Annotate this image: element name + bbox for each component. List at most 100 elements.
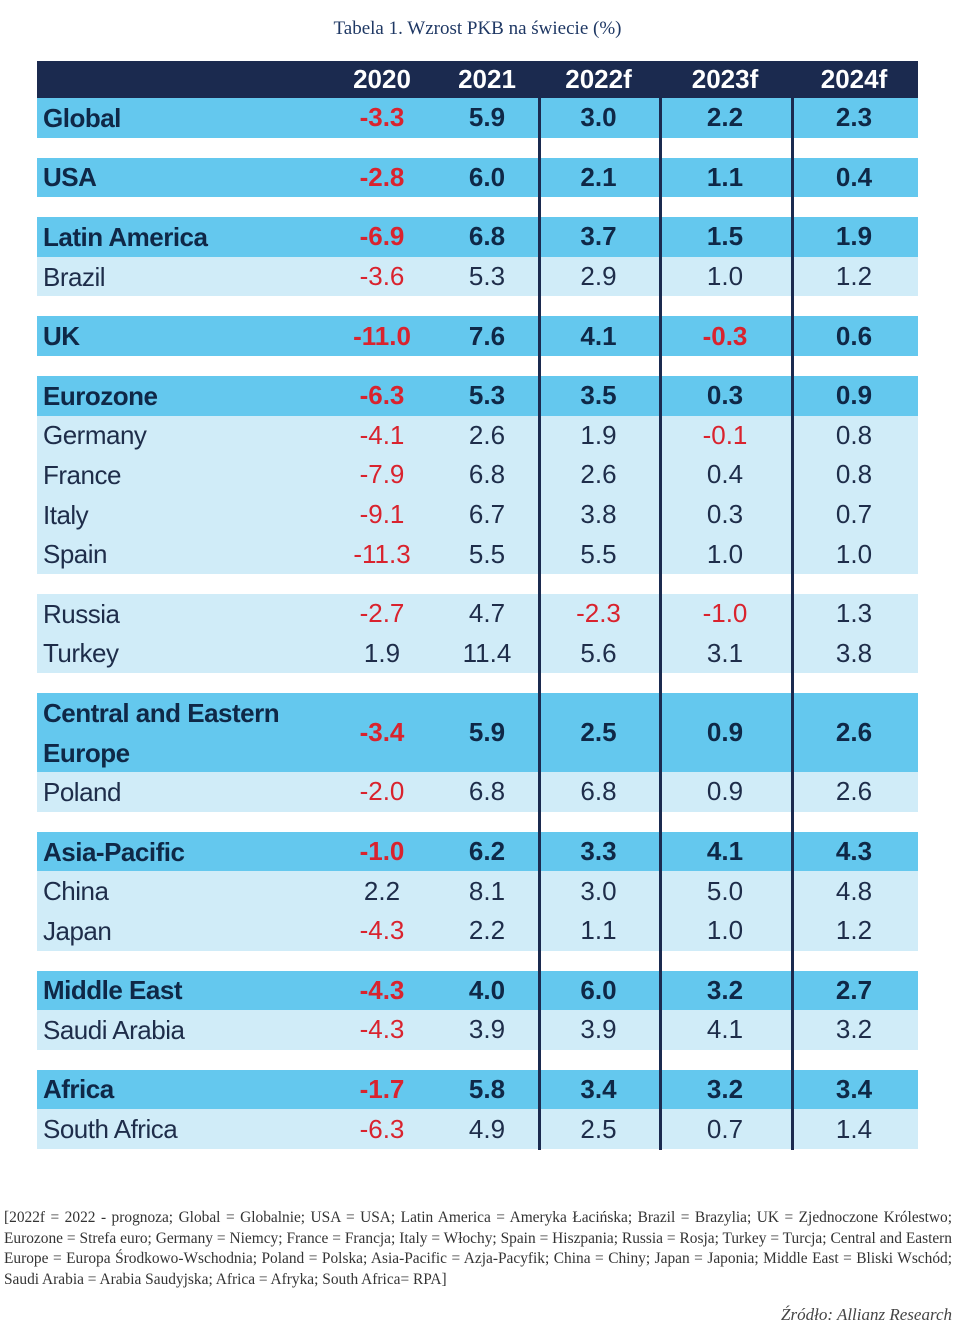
value-2023f: 3.2 <box>706 1073 744 1104</box>
value-2024f: 3.4 <box>835 1073 873 1104</box>
value-2024f: 0.6 <box>835 320 873 351</box>
row-gap <box>37 573 918 594</box>
value-2024f: 2.3 <box>835 102 873 133</box>
value-2022f: 3.3 <box>580 836 617 867</box>
value-2021: 4.9 <box>468 1113 506 1144</box>
row-gap <box>37 197 918 218</box>
value-2022f: 1.9 <box>580 419 617 450</box>
value-2020: 2.2 <box>363 875 401 906</box>
value-2023f: 0.4 <box>706 459 744 490</box>
value-2020: -2.0 <box>359 776 405 807</box>
row-gap <box>37 1049 918 1070</box>
value-2023f: 3.2 <box>706 974 744 1005</box>
value-2024f: 1.0 <box>835 538 873 569</box>
region-name-line: Central and Eastern <box>43 697 280 728</box>
value-2023f: 2.2 <box>706 102 744 133</box>
value-2022f: 2.5 <box>580 717 617 748</box>
header-2022f: 2022f <box>565 64 632 94</box>
value-2021: 6.0 <box>468 161 506 192</box>
row-gap <box>37 811 918 832</box>
table-row: Poland -2.0 6.8 6.8 0.9 2.6 <box>37 772 918 812</box>
value-2022f: 4.1 <box>580 320 617 351</box>
value-2024f: 2.7 <box>835 974 873 1005</box>
table-title: Tabela 1. Wzrost PKB na świecie (%) <box>333 18 622 39</box>
table-row: Saudi Arabia -4.3 3.9 3.9 4.1 3.2 <box>37 1010 918 1050</box>
value-2023f: 5.0 <box>706 875 744 906</box>
value-2023f: 1.5 <box>706 221 744 252</box>
region-name: UK <box>43 321 80 352</box>
value-2021: 2.6 <box>468 419 506 450</box>
value-2024f: 1.2 <box>835 915 873 946</box>
row-gap <box>37 673 918 694</box>
value-2020: -2.8 <box>359 161 405 192</box>
value-2021: 5.8 <box>468 1073 506 1104</box>
value-2024f: 2.6 <box>835 717 873 748</box>
table-row: Global -3.3 5.9 3.0 2.2 2.3 <box>37 98 918 138</box>
table-row: Asia-Pacific -1.0 6.2 3.3 4.1 4.3 <box>37 831 918 872</box>
country-name: Germany <box>43 420 147 451</box>
value-2023f: 1.1 <box>706 161 744 192</box>
country-name: Russia <box>43 598 120 629</box>
country-name: Japan <box>43 915 112 946</box>
value-2021: 8.1 <box>468 875 506 906</box>
value-2022f: 3.0 <box>580 875 617 906</box>
table-row: Africa -1.7 5.8 3.4 3.2 3.4 <box>37 1069 918 1110</box>
table-row: South Africa -6.3 4.9 2.5 0.7 1.4 <box>37 1109 918 1149</box>
value-2024f: 0.4 <box>835 161 873 192</box>
table-row: Italy -9.1 6.7 3.8 0.3 0.7 <box>37 494 918 535</box>
value-2024f: 4.8 <box>835 875 873 906</box>
country-name: Spain <box>43 539 108 570</box>
value-2023f: 4.1 <box>706 1014 744 1045</box>
value-2024f: 0.8 <box>835 459 873 490</box>
value-2022f: 3.5 <box>580 380 617 411</box>
header-2020: 2020 <box>353 64 411 94</box>
table-row: Central and Eastern Europe -3.4 5.9 2.5 … <box>37 693 918 773</box>
column-divider <box>659 98 662 1150</box>
value-2022f: 3.0 <box>580 102 617 133</box>
value-2022f: 2.6 <box>580 459 617 490</box>
row-gap <box>37 137 918 158</box>
table-row: China 2.2 8.1 3.0 5.0 4.8 <box>37 871 918 911</box>
value-2024f: 0.7 <box>835 499 873 530</box>
table-row: Spain -11.3 5.5 5.5 1.0 1.0 <box>37 534 918 574</box>
table-row: France -7.9 6.8 2.6 0.4 0.8 <box>37 455 918 495</box>
table-row: Japan -4.3 2.2 1.1 1.0 1.2 <box>37 910 918 951</box>
value-2022f: 2.1 <box>580 161 617 192</box>
country-name: South Africa <box>43 1114 178 1145</box>
value-2022f: 2.9 <box>580 261 617 292</box>
table-row: Germany -4.1 2.6 1.9 -0.1 0.8 <box>37 415 918 456</box>
value-2023f: 1.0 <box>706 538 744 569</box>
table-row: Russia -2.7 4.7 -2.3 -1.0 1.3 <box>37 593 918 634</box>
region-name: Middle East <box>43 975 182 1006</box>
value-2021: 6.7 <box>468 499 506 530</box>
value-2020: -7.9 <box>359 459 405 490</box>
row-gap <box>37 950 918 971</box>
value-2022f: 1.1 <box>580 915 617 946</box>
value-2021: 5.3 <box>468 261 506 292</box>
value-2022f: 3.9 <box>580 1014 617 1045</box>
country-name: Turkey <box>43 638 119 669</box>
value-2022f: 6.0 <box>580 974 617 1005</box>
table-row: Turkey 1.9 11.4 5.6 3.1 3.8 <box>37 633 918 674</box>
value-2024f: 4.3 <box>835 836 873 867</box>
value-2023f: 0.3 <box>706 499 744 530</box>
value-2023f: 0.3 <box>706 380 744 411</box>
value-2023f: 4.1 <box>706 836 744 867</box>
value-2020: -4.1 <box>359 419 405 450</box>
value-2024f: 1.9 <box>835 221 873 252</box>
value-2021: 6.8 <box>468 221 506 252</box>
value-2024f: 1.4 <box>835 1113 873 1144</box>
value-2021: 5.3 <box>468 380 506 411</box>
footnote: [2022f = 2022 - prognoza; Global = Globa… <box>4 1209 952 1288</box>
value-2024f: 3.2 <box>835 1014 873 1045</box>
value-2023f: 0.7 <box>706 1113 744 1144</box>
value-2023f: 3.1 <box>706 637 744 668</box>
country-name: France <box>43 459 121 490</box>
value-2020: -11.0 <box>353 320 411 351</box>
region-name: USA <box>43 162 97 193</box>
value-2021: 6.8 <box>468 459 506 490</box>
region-name: Latin America <box>43 221 208 252</box>
value-2024f: 3.8 <box>835 637 873 668</box>
region-name: Eurozone <box>43 380 158 411</box>
value-2023f: 1.0 <box>706 915 744 946</box>
